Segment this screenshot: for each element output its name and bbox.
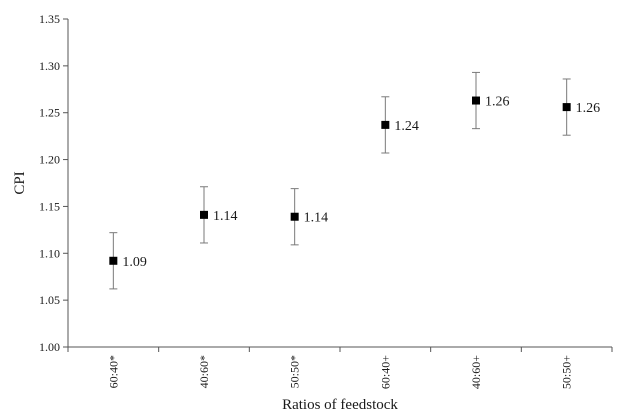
y-tick-label: 1.30 [39, 59, 60, 73]
data-points: 1.09 1.14 1.14 1.24 1.26 1.26 [109, 71, 601, 290]
data-point-marker [472, 96, 480, 105]
data-point-marker [290, 212, 299, 221]
y-axis-ticks: 1.00 1.05 1.10 1.15 1.20 1.25 1.30 1.35 [39, 12, 68, 354]
data-label: 1.14 [304, 211, 329, 226]
x-tick-label: 60:40* [106, 355, 120, 388]
x-tick-label: 50:50+ [560, 355, 574, 389]
y-tick-label: 1.00 [39, 340, 60, 354]
data-label: 1.24 [394, 119, 419, 134]
y-tick-label: 1.05 [39, 293, 60, 307]
x-axis-title: Ratios of feedstock [282, 397, 398, 413]
data-label: 1.26 [576, 101, 601, 116]
data-label: 1.26 [485, 95, 510, 110]
y-tick-label: 1.20 [39, 153, 60, 167]
data-point-marker [200, 210, 208, 219]
data-point-marker [109, 256, 118, 265]
data-label: 1.14 [213, 209, 238, 224]
data-point-marker [381, 120, 390, 129]
y-tick-label: 1.10 [39, 246, 60, 260]
y-tick-label: 1.15 [39, 199, 60, 213]
x-tick-label: 40:60* [197, 355, 211, 388]
y-tick-label: 1.25 [39, 106, 60, 120]
y-axis-title: CPI [12, 171, 28, 194]
x-tick-label: 50:50* [288, 355, 302, 388]
x-axis-ticks: 60:40* 40:60* 50:50* 60:40+ 40:60+ 50:50+ [67, 347, 613, 389]
y-tick-label: 1.35 [39, 12, 60, 26]
data-point-marker [562, 103, 571, 112]
x-tick-label: 60:40+ [378, 355, 392, 389]
x-tick-label: 40:60+ [469, 355, 483, 389]
data-label: 1.09 [122, 255, 147, 270]
